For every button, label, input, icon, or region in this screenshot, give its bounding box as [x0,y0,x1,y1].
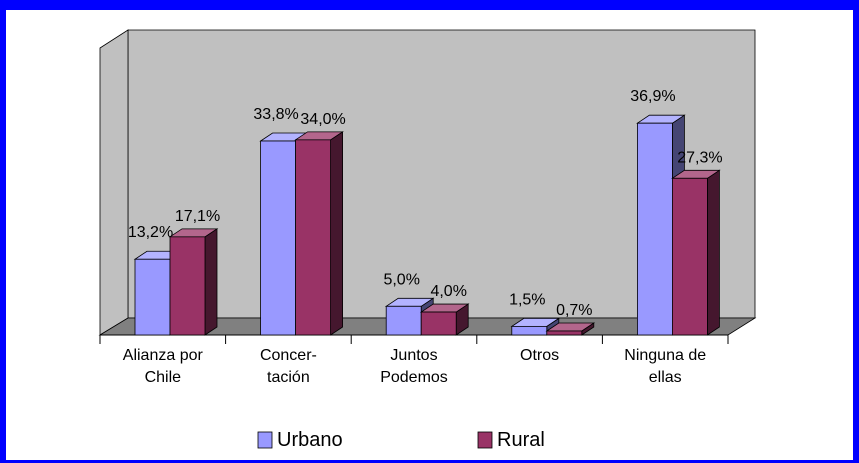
bar [637,122,673,336]
value-label: 36,9% [630,88,675,105]
bar [260,140,297,336]
value-label: 34,0% [300,111,345,128]
x-tick-label: Otros [520,347,560,364]
bar-side [330,131,344,336]
value-label: 1,5% [509,291,545,308]
value-label: 5,0% [383,271,419,288]
legend-swatch [477,431,493,449]
bar [295,139,332,336]
value-label: 0,7% [556,302,592,319]
bar [169,236,206,336]
value-label: 13,2% [128,224,173,241]
value-label: 33,8% [253,106,298,123]
x-tick-label: Ninguna de ellas [624,347,707,386]
bar [546,330,583,336]
bar [672,177,708,336]
x-tick-label: Juntos Podemos [380,347,448,386]
bar-side [707,169,720,336]
legend-label: Rural [497,429,545,451]
bar [420,311,457,336]
legend-swatch [257,431,273,449]
legend-label: Urbano [277,429,343,451]
value-label: 17,1% [175,208,220,225]
bar [134,258,171,336]
bar [511,325,548,336]
bar [385,305,422,336]
bar-side [204,228,218,336]
x-tick-label: Alianza por Chile [122,347,203,386]
x-tick-label: Concer- tación [259,347,317,386]
value-label: 4,0% [430,283,466,300]
value-label: 27,3% [677,149,722,166]
side-wall [99,29,129,336]
